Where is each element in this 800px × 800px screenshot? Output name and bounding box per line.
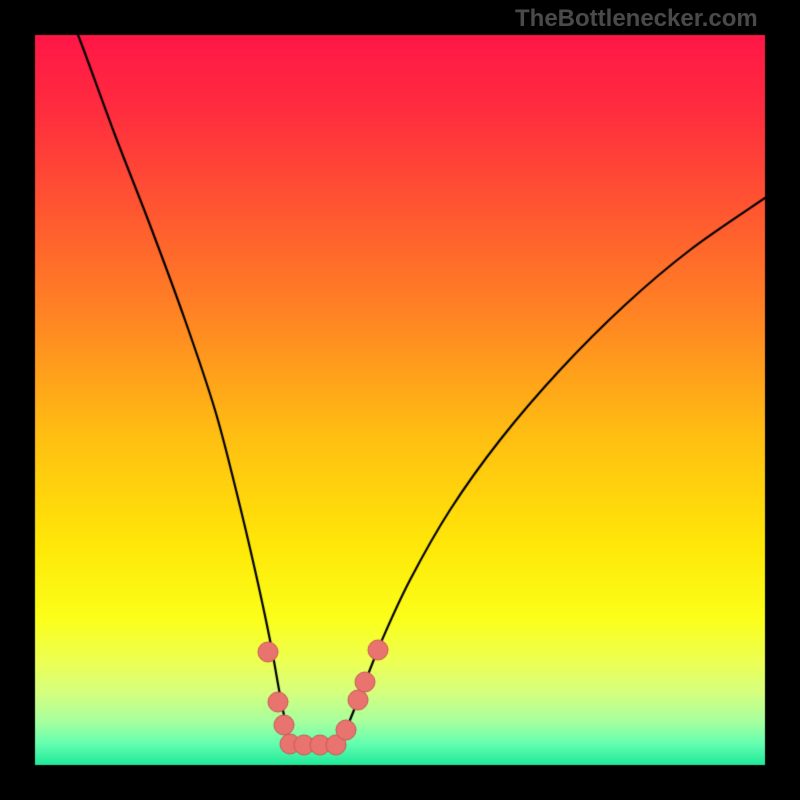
bottleneck-chart (0, 0, 800, 800)
